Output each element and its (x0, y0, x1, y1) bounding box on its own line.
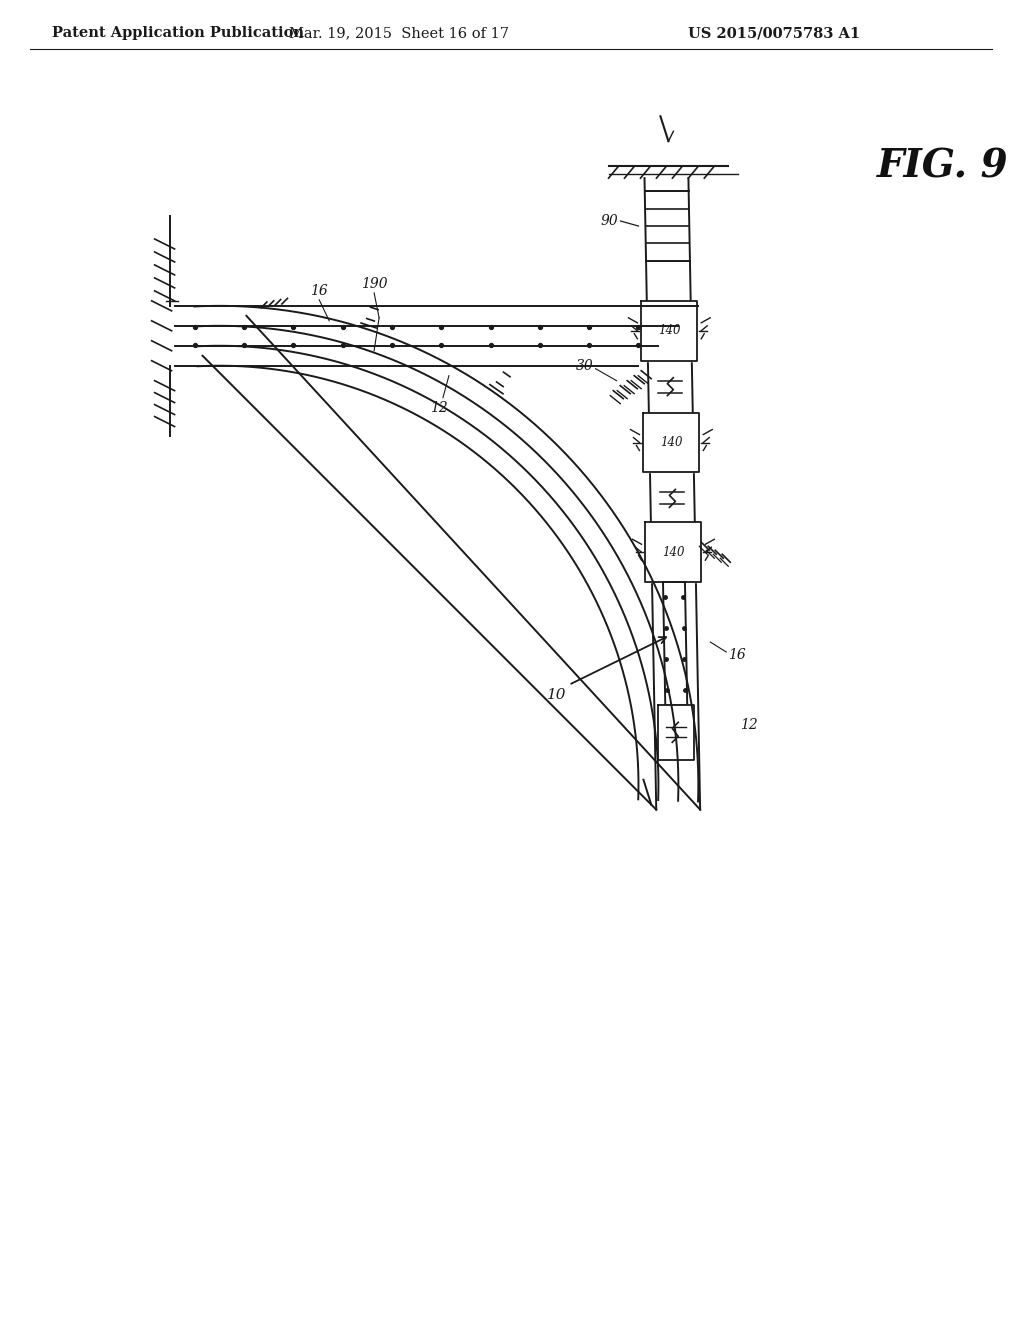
Text: Patent Application Publication: Patent Application Publication (52, 26, 304, 41)
Text: 10: 10 (547, 688, 566, 702)
Text: 16: 16 (310, 284, 328, 298)
Text: 12: 12 (740, 718, 758, 731)
Text: FIG. 9: FIG. 9 (877, 147, 1009, 185)
Text: 90: 90 (601, 214, 618, 228)
Polygon shape (641, 301, 697, 360)
Text: 12: 12 (430, 400, 447, 414)
Text: 16: 16 (728, 648, 746, 663)
Polygon shape (658, 705, 694, 760)
Text: US 2015/0075783 A1: US 2015/0075783 A1 (688, 26, 860, 41)
Polygon shape (643, 413, 699, 473)
Text: 140: 140 (660, 436, 683, 449)
Text: Mar. 19, 2015  Sheet 16 of 17: Mar. 19, 2015 Sheet 16 of 17 (289, 26, 509, 41)
Text: 140: 140 (658, 325, 681, 338)
Polygon shape (645, 523, 701, 582)
Text: 30: 30 (575, 359, 594, 372)
Text: 190: 190 (360, 277, 387, 290)
Text: 140: 140 (663, 545, 685, 558)
